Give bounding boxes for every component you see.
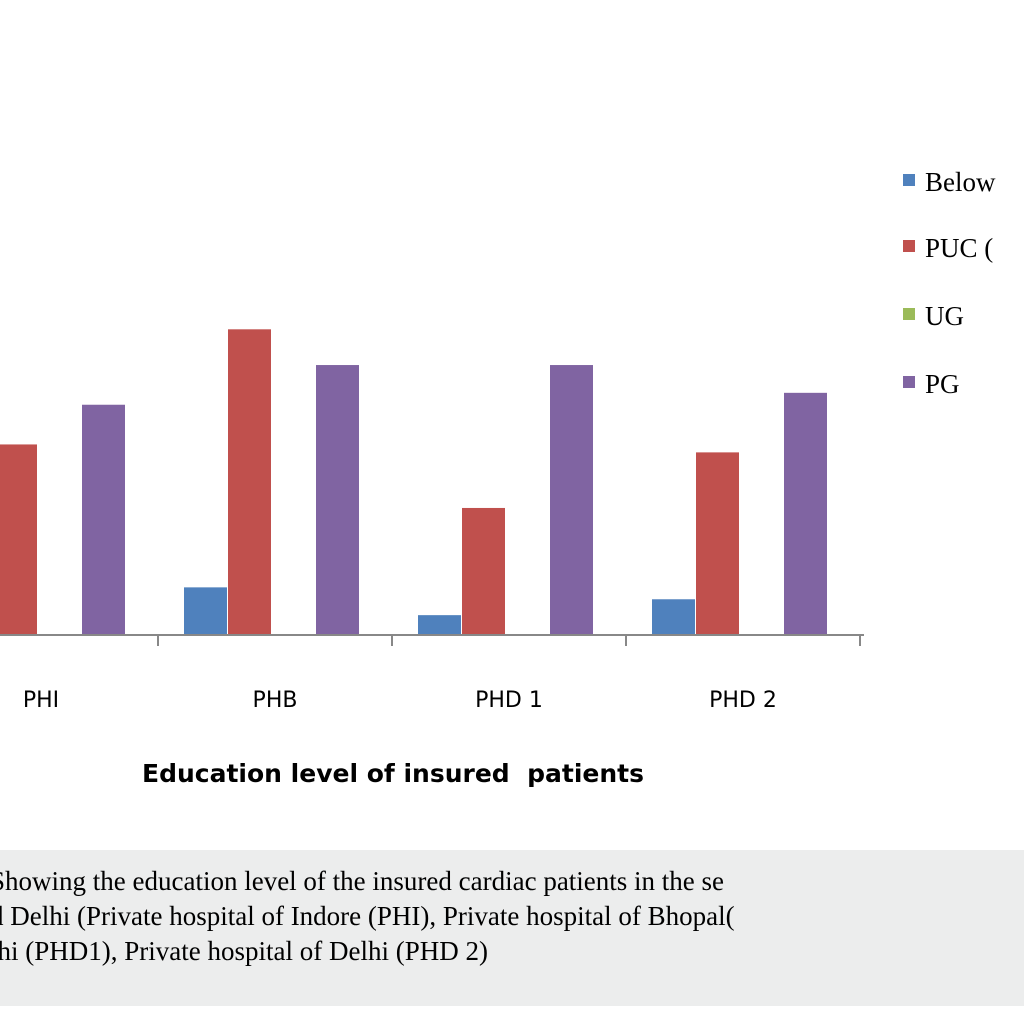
bars-group [0, 329, 827, 635]
x-tick-label: PHD 1 [475, 688, 543, 713]
chart: PHI PHB PHD 1 PHD 2 Education level of insu… [0, 167, 996, 788]
x-tick-label: PHD 2 [709, 688, 777, 713]
bar-phd2-below [652, 599, 695, 635]
x-tick-label: PHB [253, 688, 298, 713]
figure-caption: Showing the education level of the insur… [0, 866, 735, 966]
bar-phd1-below [418, 615, 461, 635]
legend-label: Below [925, 167, 996, 197]
legend-label: PUC ( [925, 233, 993, 263]
bar-phd1-pg [550, 365, 593, 635]
bar-phi-pg [82, 404, 125, 635]
caption-box: Showing the education level of the insur… [0, 850, 1024, 1006]
bar-phi-puc [0, 444, 37, 635]
legend-swatch [903, 376, 915, 388]
legend: Below PUC ( UG PG [903, 167, 996, 399]
legend-label: UG [925, 301, 964, 331]
legend-swatch [903, 240, 915, 252]
x-axis-title: Education level of insured patients [142, 759, 644, 788]
legend-swatch [903, 174, 915, 186]
x-tick-label: PHI [23, 688, 59, 713]
bar-phd2-pg [784, 392, 827, 635]
bar-phb-below [184, 587, 227, 635]
bar-phd1-puc [462, 507, 505, 635]
x-ticks-group [157, 635, 861, 646]
x-tick-labels-group: PHI PHB PHD 1 PHD 2 [23, 688, 777, 713]
bar-phb-pg [316, 365, 359, 635]
bar-phb-puc [228, 329, 271, 635]
bar-phd2-puc [696, 452, 739, 635]
legend-label: PG [925, 369, 960, 399]
legend-swatch [903, 308, 915, 320]
